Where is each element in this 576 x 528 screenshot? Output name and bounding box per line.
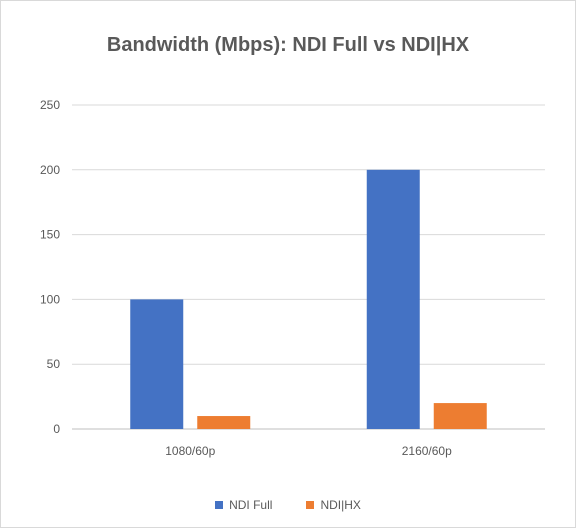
legend-label-ndi-hx: NDI|HX [320, 498, 361, 512]
bar-ndi-hx-2160-60p [433, 403, 487, 429]
legend-swatch-ndi-hx [306, 501, 315, 509]
y-tick-label: 0 [53, 422, 60, 436]
legend-item-ndi-full: NDI Full [215, 498, 272, 512]
legend-label-ndi-full: NDI Full [229, 498, 273, 512]
y-tick-label: 200 [40, 163, 60, 177]
bar-ndi-full-1080-60p [130, 299, 184, 429]
y-tick-label: 250 [40, 98, 60, 112]
bar-ndi-hx-1080-60p [197, 416, 251, 429]
bar-ndi-full-2160-60p [366, 169, 420, 430]
x-tick-label: 1080/60p [165, 444, 215, 458]
y-tick-label: 100 [40, 292, 60, 306]
x-tick-label: 2160/60p [402, 444, 452, 458]
y-tick-label: 50 [47, 357, 61, 371]
y-tick-label: 150 [40, 228, 60, 242]
legend-item-ndi-hx: NDI|HX [306, 498, 361, 512]
legend-swatch-ndi-full [215, 501, 224, 509]
chart-legend: NDI Full NDI|HX [0, 498, 576, 512]
chart-title: Bandwidth (Mbps): NDI Full vs NDI|HX [106, 34, 470, 56]
